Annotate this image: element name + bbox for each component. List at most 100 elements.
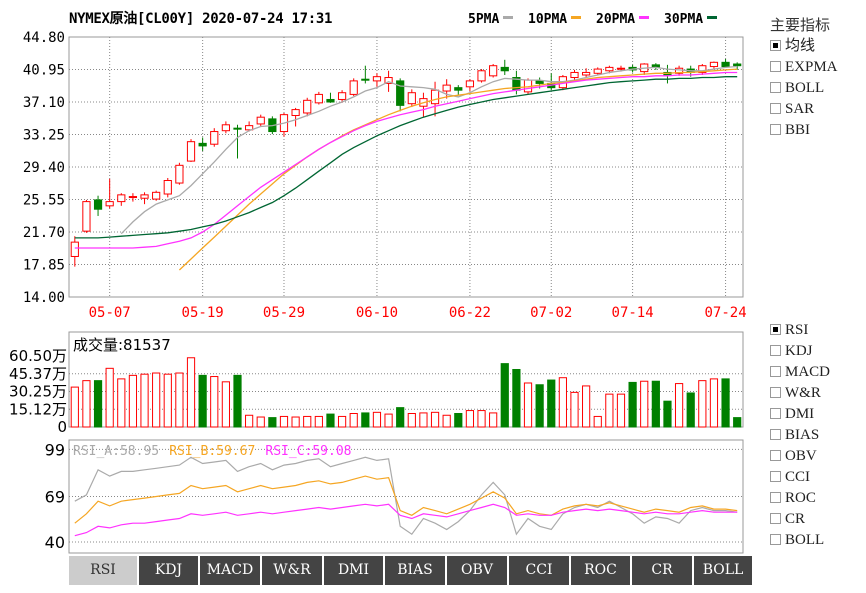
- indicator-option-label: BIAS: [785, 427, 820, 443]
- checkbox-icon[interactable]: [770, 345, 781, 357]
- volume-bar: [477, 410, 486, 428]
- indicator-option-roc[interactable]: ROC: [770, 488, 816, 508]
- checkbox-icon[interactable]: [770, 429, 781, 441]
- indicator-option-bbi[interactable]: BBI: [770, 120, 810, 140]
- candle-body: [616, 67, 626, 70]
- indicator-option-cci[interactable]: CCI: [770, 467, 810, 487]
- candle-body: [721, 61, 730, 68]
- checkbox-icon[interactable]: [770, 471, 781, 483]
- tab-cci[interactable]: CCI: [509, 556, 571, 585]
- indicator-option-label: KDJ: [785, 343, 813, 359]
- volume-tick-label: 0: [57, 418, 67, 436]
- candle-body: [430, 89, 440, 105]
- indicator-option-macd[interactable]: MACD: [770, 362, 830, 382]
- volume-bar: [186, 357, 196, 428]
- indicator-option-bias[interactable]: BIAS: [770, 425, 819, 445]
- candle-body: [233, 127, 242, 130]
- indicator-option-kdj[interactable]: KDJ: [770, 341, 813, 361]
- checkbox-icon[interactable]: [770, 82, 781, 94]
- candle-body: [396, 80, 405, 106]
- checkbox-icon[interactable]: [770, 408, 781, 420]
- volume-bar: [175, 372, 184, 428]
- ma-legend-label: 20PMA: [596, 12, 635, 27]
- indicator-option-label: ROC: [785, 490, 816, 506]
- tab-obv[interactable]: OBV: [447, 556, 509, 585]
- price-tick-label: 40.95: [23, 63, 65, 79]
- date-tick-label: 07-02: [530, 305, 572, 321]
- volume-label: 成交量:81537: [73, 336, 171, 354]
- indicator-option-label: DMI: [785, 406, 815, 422]
- tab-bias[interactable]: BIAS: [385, 556, 447, 585]
- candle-body: [82, 201, 91, 232]
- date-tick-label: 07-24: [704, 305, 746, 321]
- indicator-option-boll[interactable]: BOLL: [770, 530, 824, 550]
- rsi-line-b: [74, 475, 738, 524]
- candle-body: [535, 80, 544, 84]
- ma-line-ma20: [74, 71, 738, 249]
- volume-bar: [105, 367, 114, 428]
- candle-body: [140, 194, 149, 199]
- volume-bar: [663, 400, 672, 428]
- volume-bar: [198, 374, 207, 428]
- checkbox-icon[interactable]: [770, 513, 781, 525]
- date-tick-label: 06-10: [356, 305, 398, 321]
- candle-body: [465, 80, 475, 88]
- indicator-option-rsi[interactable]: RSI: [770, 320, 808, 340]
- volume-bar: [535, 384, 544, 428]
- checkbox-icon[interactable]: [770, 492, 781, 504]
- volume-bar: [279, 415, 289, 428]
- volume-bar: [128, 374, 138, 428]
- volume-bar: [337, 415, 347, 428]
- indicator-option-boll[interactable]: BOLL: [770, 78, 824, 98]
- indicator-option-sar[interactable]: SAR: [770, 99, 814, 119]
- tab-w-r[interactable]: W&R: [262, 556, 324, 585]
- indicator-option-cr[interactable]: CR: [770, 509, 805, 529]
- price-tick-label: 33.25: [23, 128, 65, 144]
- candle-body: [605, 66, 614, 72]
- volume-bar: [314, 415, 323, 428]
- indicator-option--[interactable]: 均线: [770, 36, 815, 56]
- volume-bar: [245, 414, 254, 428]
- indicator-option-label: CR: [785, 511, 806, 527]
- checkbox-icon[interactable]: [770, 324, 781, 336]
- indicator-option-label: BOLL: [785, 80, 825, 96]
- checkbox-icon[interactable]: [770, 124, 781, 136]
- volume-bar: [210, 376, 219, 428]
- candle-body: [477, 70, 486, 82]
- tab-rsi[interactable]: RSI: [69, 556, 139, 585]
- volume-bar: [117, 378, 126, 428]
- checkbox-icon[interactable]: [770, 40, 781, 52]
- candle-body: [117, 194, 126, 203]
- indicator-option-expma[interactable]: EXPMA: [770, 57, 838, 77]
- checkbox-icon[interactable]: [770, 534, 781, 546]
- checkbox-icon[interactable]: [770, 61, 781, 73]
- tab-roc[interactable]: ROC: [571, 556, 632, 585]
- candle-body: [349, 80, 358, 95]
- volume-tick-label: 15.12万: [9, 400, 67, 418]
- volume-tick-label: 60.50万: [9, 347, 67, 365]
- ma-legend-label: 10PMA: [528, 12, 567, 27]
- volume-bar: [512, 368, 521, 428]
- indicator-option-w-r[interactable]: W&R: [770, 383, 821, 403]
- indicator-option-label: 均线: [785, 38, 816, 54]
- tab-cr[interactable]: CR: [632, 556, 694, 585]
- indicator-option-obv[interactable]: OBV: [770, 446, 817, 466]
- tab-dmi[interactable]: DMI: [324, 556, 385, 585]
- date-tick-label: 05-07: [89, 305, 131, 321]
- tab-kdj[interactable]: KDJ: [139, 556, 200, 585]
- price-tick-label: 14.00: [23, 290, 65, 306]
- checkbox-icon[interactable]: [770, 103, 781, 115]
- volume-bar: [686, 392, 695, 428]
- volume-bar: [326, 413, 335, 428]
- volume-bar: [605, 393, 614, 428]
- indicator-option-dmi[interactable]: DMI: [770, 404, 814, 424]
- checkbox-icon[interactable]: [770, 366, 781, 378]
- tab-boll[interactable]: BOLL: [694, 556, 754, 585]
- volume-bar: [268, 417, 277, 428]
- ma-legend-swatch: [503, 16, 513, 19]
- volume-bar: [640, 380, 649, 428]
- checkbox-icon[interactable]: [770, 450, 781, 462]
- checkbox-icon[interactable]: [770, 387, 781, 399]
- tab-macd[interactable]: MACD: [200, 556, 262, 585]
- indicator-option-label: OBV: [785, 448, 817, 464]
